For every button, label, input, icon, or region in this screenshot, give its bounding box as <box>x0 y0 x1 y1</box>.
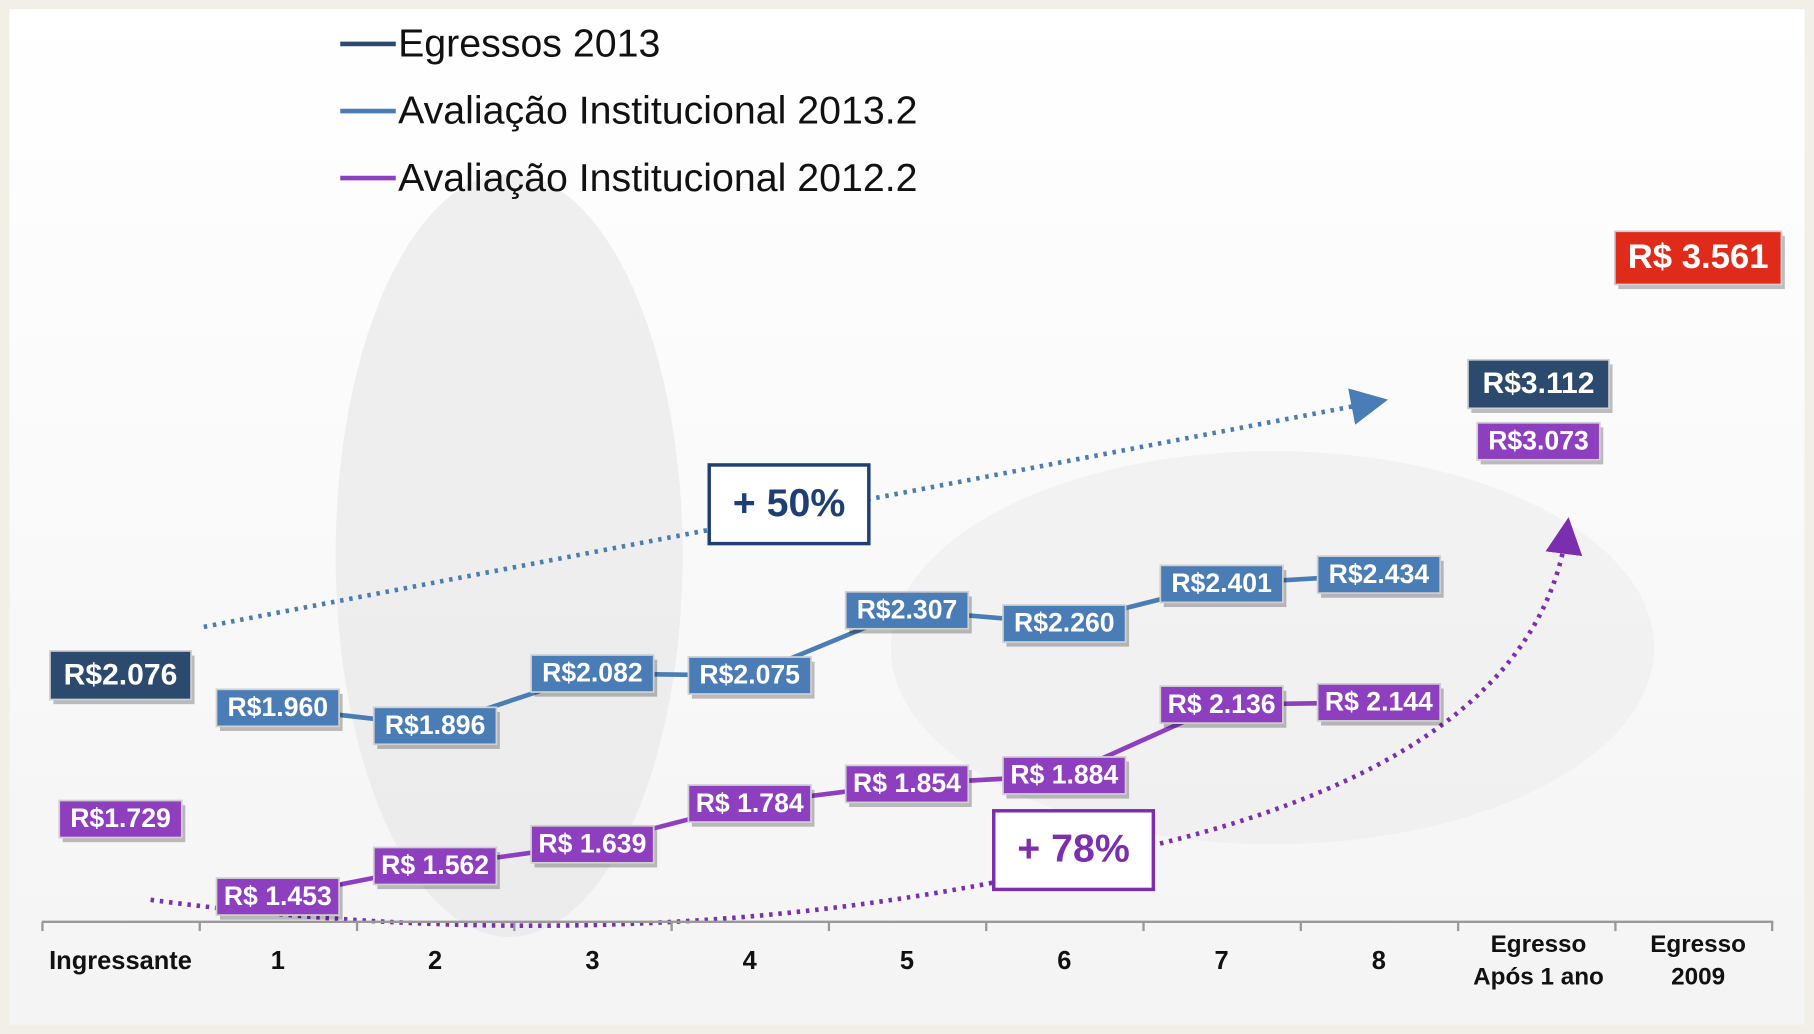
data-label: R$ 1.784 <box>696 788 804 818</box>
annotation-box <box>992 809 1156 892</box>
data-point <box>1476 421 1601 461</box>
data-point <box>1316 555 1442 594</box>
legend-label: Egressos 2013 <box>398 22 660 66</box>
data-label: R$2.401 <box>1171 568 1272 598</box>
data-point <box>530 824 655 864</box>
data-point <box>372 846 498 886</box>
data-label: R$1.729 <box>70 803 171 833</box>
data-label: R$2.075 <box>699 660 800 690</box>
data-label: R$ 2.136 <box>1168 689 1276 719</box>
data-point <box>1159 685 1284 725</box>
data-point <box>372 706 498 746</box>
data-point <box>58 799 183 839</box>
data-point <box>215 688 340 728</box>
x-tick-label: 8 <box>1372 947 1386 975</box>
x-tick-label: 3 <box>585 947 599 975</box>
growth-arrow <box>150 517 1583 928</box>
data-label: R$ 1.562 <box>381 850 489 880</box>
x-tick-label: Egresso Após 1 ano <box>1473 932 1604 991</box>
annotation-box <box>707 463 871 546</box>
data-label: R$1.896 <box>385 710 486 740</box>
data-label: R$3.073 <box>1488 425 1589 455</box>
data-point <box>1467 358 1610 410</box>
data-point <box>1316 683 1442 722</box>
data-label: R$ 1.854 <box>853 768 961 798</box>
data-label: R$2.082 <box>542 658 643 688</box>
annotation: + 50% <box>733 481 846 525</box>
data-label: R$ 1.639 <box>538 829 646 859</box>
legend-label: Avaliação Institucional 2012.2 <box>398 156 917 200</box>
data-label: R$ 1.453 <box>224 881 332 911</box>
x-tick-label: 6 <box>1057 947 1071 975</box>
x-tick-label: 1 <box>271 947 285 975</box>
data-point <box>844 590 970 630</box>
data-label: R$ 3.561 <box>1628 238 1769 276</box>
x-tick-label: 5 <box>900 947 914 975</box>
data-point <box>687 784 812 823</box>
data-point <box>1613 230 1783 286</box>
x-tick-label: 7 <box>1215 947 1229 975</box>
data-point <box>215 877 340 916</box>
data-label: R$2.260 <box>1014 608 1115 638</box>
data-label: R$ 2.144 <box>1325 687 1433 717</box>
background-figure <box>890 451 1655 845</box>
data-point <box>49 650 192 701</box>
data-label: R$ 1.884 <box>1010 760 1118 790</box>
data-label: R$3.112 <box>1482 367 1594 400</box>
data-point <box>1159 564 1284 604</box>
data-point <box>1002 604 1127 643</box>
x-tick-label: 4 <box>743 947 758 975</box>
legend-label: Avaliação Institucional 2013.2 <box>398 89 917 133</box>
x-tick-label: Ingressante <box>49 947 192 975</box>
x-tick-label: Egresso 2009 <box>1650 932 1746 991</box>
data-label: R$2.307 <box>857 595 958 625</box>
data-point <box>530 654 655 693</box>
data-point <box>844 764 970 804</box>
background-figure <box>335 173 683 937</box>
data-point <box>687 656 812 695</box>
data-label: R$2.076 <box>64 658 178 691</box>
annotation: + 78% <box>1017 827 1130 871</box>
data-label: R$2.434 <box>1329 559 1430 589</box>
x-tick-label: 2 <box>428 947 442 975</box>
data-label: R$1.960 <box>228 692 329 722</box>
data-point <box>1002 756 1127 795</box>
